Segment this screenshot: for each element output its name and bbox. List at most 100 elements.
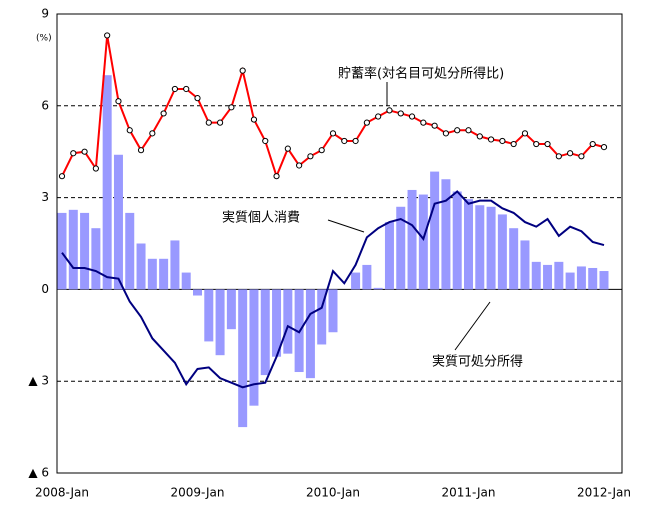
bar	[384, 222, 394, 290]
annotation: 実質個人消費	[222, 210, 300, 226]
bar	[204, 289, 214, 342]
bar	[430, 171, 440, 290]
bar	[554, 261, 564, 290]
marker	[92, 165, 99, 172]
y-tick-label: ▲ 3	[28, 374, 49, 388]
bar	[396, 206, 406, 290]
marker	[262, 137, 269, 145]
annotation-arrow	[454, 301, 491, 351]
bar	[170, 240, 180, 290]
marker	[578, 153, 585, 160]
marker	[567, 150, 574, 157]
marker	[363, 119, 370, 126]
marker	[115, 98, 122, 105]
x-tick-label: 2012-Jan	[577, 486, 631, 500]
bar	[464, 199, 473, 290]
y-tick-label: 0	[41, 282, 49, 296]
marker	[149, 130, 156, 137]
bar	[452, 191, 462, 290]
marker	[465, 127, 472, 134]
y-tick-label: 3	[41, 190, 49, 204]
marker	[521, 130, 529, 137]
marker	[544, 140, 551, 148]
marker	[352, 137, 359, 145]
y-tick-label: 9	[41, 7, 49, 21]
marker	[137, 147, 145, 154]
x-tick-label: 2011-Jan	[441, 486, 495, 500]
bar	[588, 267, 598, 290]
marker	[183, 85, 190, 93]
plot-frame	[56, 13, 623, 474]
annotation-arrow	[327, 219, 365, 233]
marker	[375, 113, 382, 120]
annotation: 実質可処分所得	[432, 354, 523, 370]
marker	[420, 119, 427, 126]
marker	[250, 116, 258, 123]
bar	[193, 289, 202, 296]
bar	[543, 264, 553, 290]
marker	[194, 95, 201, 102]
marker	[104, 32, 111, 39]
marker	[228, 104, 235, 111]
marker	[216, 119, 224, 126]
bar	[136, 243, 146, 290]
marker	[487, 136, 495, 143]
bar	[215, 289, 225, 356]
bar	[509, 228, 519, 290]
marker	[329, 130, 337, 137]
bar	[362, 264, 372, 290]
bar	[57, 212, 67, 290]
bar	[305, 289, 315, 379]
marker	[307, 153, 314, 160]
bar	[283, 289, 293, 354]
bar	[418, 194, 428, 290]
bar	[80, 212, 90, 290]
marker	[171, 85, 179, 93]
marker	[160, 110, 167, 117]
bar	[226, 289, 236, 330]
x-tick-label: 2008-Jan	[35, 486, 89, 500]
marker	[296, 162, 303, 169]
x-tick-label: 2010-Jan	[306, 486, 360, 500]
bar	[407, 189, 417, 290]
bar	[351, 272, 361, 290]
marker	[205, 119, 212, 126]
marker	[510, 140, 517, 148]
marker	[408, 113, 416, 120]
marker	[499, 137, 506, 145]
bar	[260, 289, 270, 376]
y-tick-label: 6	[41, 98, 49, 112]
bar	[91, 228, 101, 290]
bar	[565, 272, 575, 290]
bar	[576, 266, 586, 290]
marker	[273, 173, 280, 180]
y-tick-label: ▲ 6	[28, 466, 49, 480]
x-tick-label: 2009-Jan	[170, 486, 224, 500]
marker	[70, 150, 77, 157]
line	[61, 190, 605, 389]
bar	[531, 261, 541, 290]
bar	[328, 289, 338, 333]
marker	[81, 148, 88, 155]
marker	[341, 137, 348, 145]
unit-label: (%)	[36, 34, 52, 44]
bar	[317, 289, 327, 345]
annotation: 貯蓄率(対名目可処分所得比)	[338, 66, 504, 82]
bar	[441, 179, 451, 290]
bar	[272, 289, 282, 357]
marker	[589, 140, 596, 148]
bar	[497, 214, 507, 290]
bar	[486, 206, 496, 290]
bar	[147, 258, 157, 290]
bar	[68, 209, 78, 290]
bar	[125, 212, 135, 290]
marker	[284, 145, 291, 152]
marker	[454, 127, 461, 134]
bar	[181, 272, 191, 290]
bar	[159, 258, 169, 290]
marker	[58, 173, 66, 180]
marker	[318, 147, 325, 154]
bar	[249, 289, 259, 406]
marker	[397, 110, 404, 117]
